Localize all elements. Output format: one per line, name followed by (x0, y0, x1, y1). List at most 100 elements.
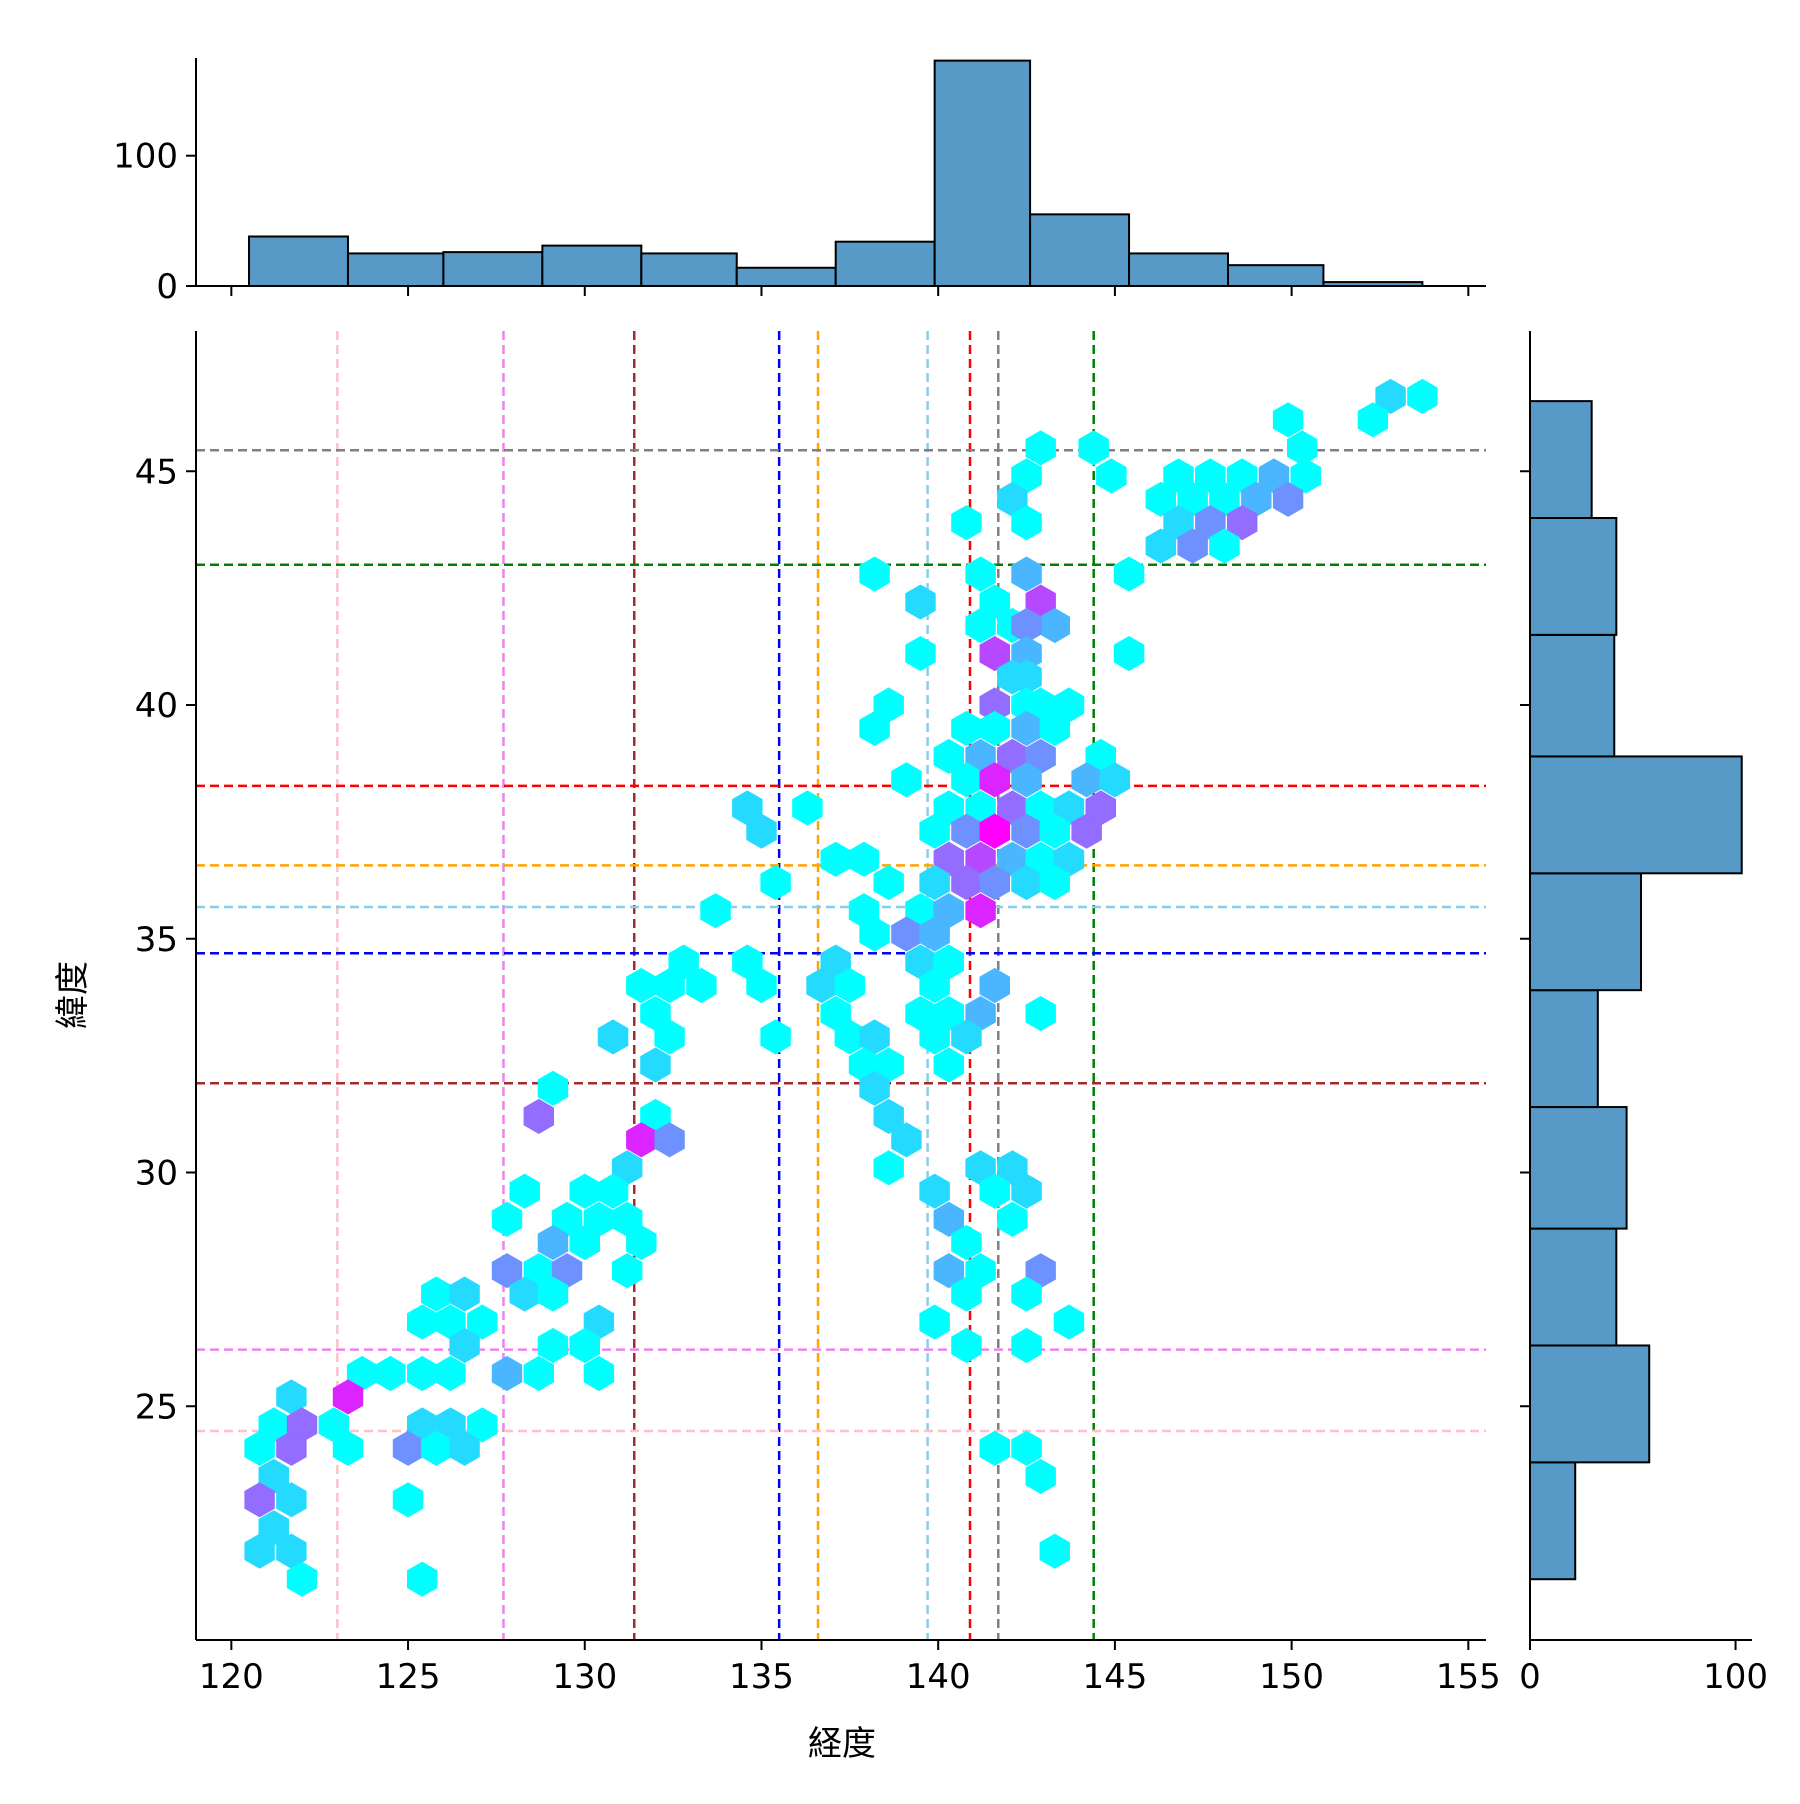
x-axis-label: 経度 (808, 1724, 876, 1764)
top-histogram-bar (346, 252, 445, 288)
hex-cell (626, 1225, 657, 1261)
hex-cell (1290, 458, 1321, 494)
x-tick-label: 145 (1082, 1657, 1147, 1697)
hex-cell (834, 967, 866, 1004)
hex-cell (407, 1561, 438, 1597)
y-tick-label: 30 (135, 1154, 178, 1194)
hex-cell (276, 1430, 307, 1466)
hex-cell (919, 1304, 950, 1340)
hex-cell (626, 967, 657, 1004)
y-tick-label: 45 (135, 452, 178, 492)
hex-cell (891, 762, 922, 798)
hex-cell (467, 1407, 498, 1443)
hex-cell (820, 841, 851, 877)
right-hist-x-tick-label: 100 (1703, 1657, 1768, 1697)
hex-cell (1039, 813, 1070, 849)
hex-cell (1025, 430, 1056, 466)
hex-cell (979, 710, 1010, 746)
hex-cell (965, 893, 996, 929)
hex-cell (1039, 865, 1070, 901)
hex-cell (1011, 556, 1042, 592)
hex-cell (1407, 378, 1438, 414)
hex-cell (891, 1122, 922, 1158)
top-hist-y-tick-label: 100 (113, 137, 178, 177)
hex-cell (1053, 1304, 1085, 1340)
hex-cell (979, 636, 1010, 672)
hex-cell (979, 762, 1010, 798)
top-histogram-bar (1128, 252, 1230, 288)
hex-cell (1145, 481, 1177, 517)
hex-cell (612, 1253, 643, 1289)
hex-cell (951, 1019, 982, 1055)
x-tick-label: 135 (729, 1657, 794, 1697)
top-hist-y-tick-label: 0 (156, 267, 178, 307)
x-tick-label: 140 (906, 1657, 971, 1697)
hex-cell (1039, 710, 1070, 746)
hex-cell (905, 584, 936, 620)
hex-cell (1025, 996, 1056, 1032)
hex-cell (244, 1482, 275, 1518)
hex-cell (746, 967, 777, 1004)
hex-cell (933, 1201, 964, 1237)
hex-cell (1011, 505, 1042, 541)
hex-cell (654, 1122, 685, 1158)
top-histogram-bar (834, 240, 936, 287)
x-tick-label: 150 (1259, 1657, 1324, 1697)
hex-cell (919, 916, 950, 952)
hex-cell (1025, 1458, 1056, 1494)
hex-cell (873, 865, 904, 901)
x-tick-label: 155 (1436, 1657, 1501, 1697)
right-histogram-bar (1529, 633, 1616, 758)
right-histogram-bar (1529, 755, 1743, 875)
top-histogram-bar (541, 244, 643, 288)
hex-cell (979, 1173, 1010, 1209)
hex-cell (332, 1379, 364, 1415)
hex-cell (407, 1304, 438, 1340)
hex-cell (686, 967, 717, 1004)
hex-cell (1071, 813, 1102, 849)
hex-cell (286, 1561, 318, 1597)
hex-cell (449, 1430, 480, 1466)
hex-cell (1272, 402, 1304, 438)
hex-cell (1287, 430, 1318, 466)
hex-cell (392, 1482, 424, 1518)
hex-cell (700, 893, 731, 929)
top-histogram-bar (1227, 264, 1325, 288)
hex-cell (979, 813, 1010, 849)
hex-cell (873, 1098, 904, 1134)
hex-cell (1011, 1173, 1042, 1209)
hex-cell (1209, 528, 1240, 564)
hex-cell (965, 556, 996, 592)
y-tick-label: 35 (135, 920, 178, 960)
hex-cell (332, 1430, 364, 1466)
hex-cell (569, 1225, 600, 1261)
hex-cell (640, 1047, 671, 1083)
hex-cell (859, 556, 890, 592)
hex-cell (244, 1430, 275, 1466)
hex-cell (583, 1355, 615, 1392)
hex-cell (919, 967, 950, 1004)
hex-cell (421, 1276, 452, 1312)
hex-cell (1375, 378, 1406, 414)
right-histogram-panel: 0 100 (1519, 331, 1768, 1697)
hex-cell (1011, 762, 1042, 798)
hex-cell (491, 1355, 523, 1392)
hex-cell (537, 1225, 569, 1261)
hex-cell (509, 1173, 540, 1209)
hex-cell (760, 1019, 791, 1055)
hex-cell (951, 710, 982, 746)
hex-cell (597, 1019, 629, 1055)
hex-cell (933, 1047, 964, 1083)
hex-cell (1099, 762, 1131, 798)
right-histogram-bar (1529, 989, 1599, 1109)
hex-cell (951, 1225, 982, 1261)
hex-cell (848, 841, 880, 877)
hex-cell (859, 916, 890, 952)
hex-cell (905, 636, 936, 672)
hex-cell (1113, 636, 1145, 672)
hex-cell (537, 1276, 569, 1312)
x-tick-label: 130 (552, 1657, 617, 1697)
hex-cell (1357, 402, 1389, 438)
hex-cell (537, 1070, 569, 1106)
